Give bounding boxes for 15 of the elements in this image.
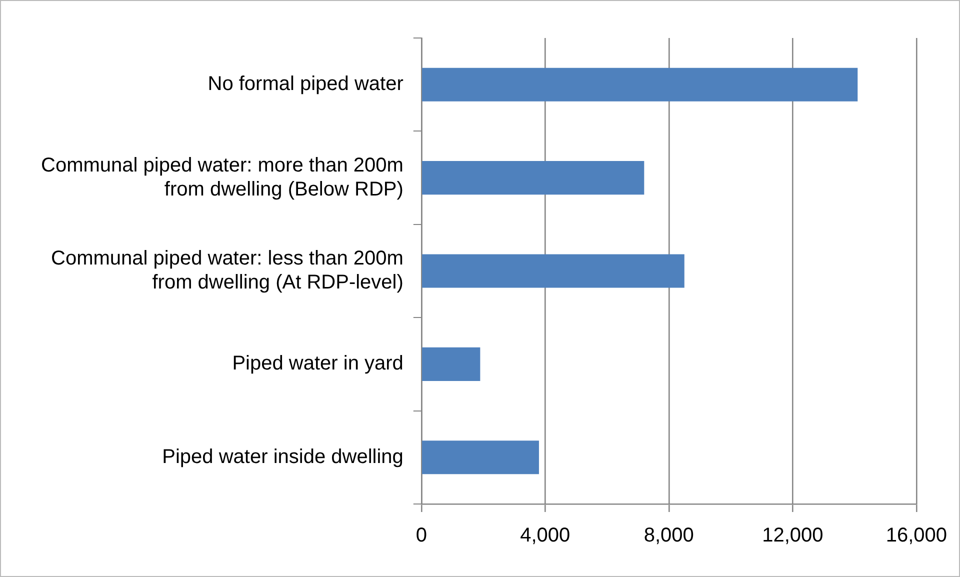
x-tick-label: 0 [416, 524, 427, 547]
y-tick-label: Piped water inside dwelling [162, 446, 404, 468]
x-tick-label: 16,000 [886, 524, 947, 547]
y-tick-label: Piped water in yard [232, 352, 404, 375]
bar [422, 161, 644, 195]
y-tick-label: Communal piped water: less than 200m from dwelling (At RDP-level) [50, 248, 404, 294]
x-tick-label: 4,000 [520, 524, 570, 547]
x-tick-label: 8,000 [644, 524, 694, 547]
bar [422, 254, 684, 288]
bar [422, 347, 480, 381]
y-tick-label: No formal piped water [208, 73, 404, 96]
x-tick-label: 12,000 [762, 524, 824, 547]
bar [422, 68, 858, 102]
bar [422, 440, 539, 474]
y-tick-label: Communal piped water: more than 200m from dwelling (Below RDP) [40, 154, 404, 200]
